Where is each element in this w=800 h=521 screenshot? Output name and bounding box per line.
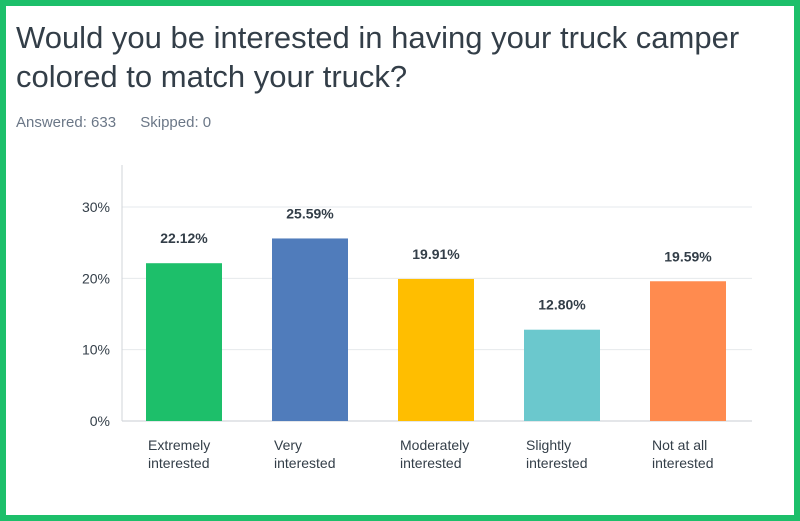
y-tick-label: 30% bbox=[82, 199, 110, 215]
data-label: 25.59% bbox=[286, 205, 334, 221]
data-label: 19.91% bbox=[412, 246, 460, 262]
data-label: 22.12% bbox=[160, 230, 208, 246]
data-label: 12.80% bbox=[538, 297, 586, 313]
gridlines bbox=[122, 206, 752, 422]
question-title: Would you be interested in having your t… bbox=[16, 20, 740, 94]
bar[interactable] bbox=[146, 263, 222, 421]
bar[interactable] bbox=[272, 238, 348, 421]
bar[interactable] bbox=[650, 281, 726, 421]
skipped-count: Skipped: 0 bbox=[140, 114, 212, 131]
x-category-label: interested bbox=[274, 455, 335, 471]
x-category-label: interested bbox=[652, 455, 713, 471]
data-labels: 22.12% 25.59% 19.91% 12.80% 19.59% bbox=[160, 205, 712, 312]
x-category-label: Moderately bbox=[400, 437, 469, 453]
x-category-label: Slightly bbox=[526, 437, 571, 453]
y-tick-label: 0% bbox=[90, 413, 110, 429]
x-category-label: interested bbox=[400, 455, 461, 471]
data-label: 19.59% bbox=[664, 248, 712, 264]
y-tick-label: 10% bbox=[82, 342, 110, 358]
x-category-label: interested bbox=[148, 455, 209, 471]
x-category-label: Extremely bbox=[148, 437, 210, 453]
x-category-label: Not at all bbox=[652, 437, 707, 453]
x-category-label: interested bbox=[526, 455, 587, 471]
x-axis-categories: Extremely interested Very interested Moderat… bbox=[148, 437, 713, 471]
y-tick-label: 20% bbox=[82, 270, 110, 286]
bar[interactable] bbox=[524, 329, 600, 421]
y-axis-ticks: 0% 10% 20% 30% bbox=[82, 199, 110, 429]
bar[interactable] bbox=[398, 278, 474, 421]
response-stats: Answered: 633 Skipped: 0 bbox=[16, 114, 231, 131]
bars bbox=[146, 238, 726, 421]
answered-count: Answered: 633 bbox=[16, 114, 117, 131]
x-category-label: Very bbox=[274, 437, 302, 453]
